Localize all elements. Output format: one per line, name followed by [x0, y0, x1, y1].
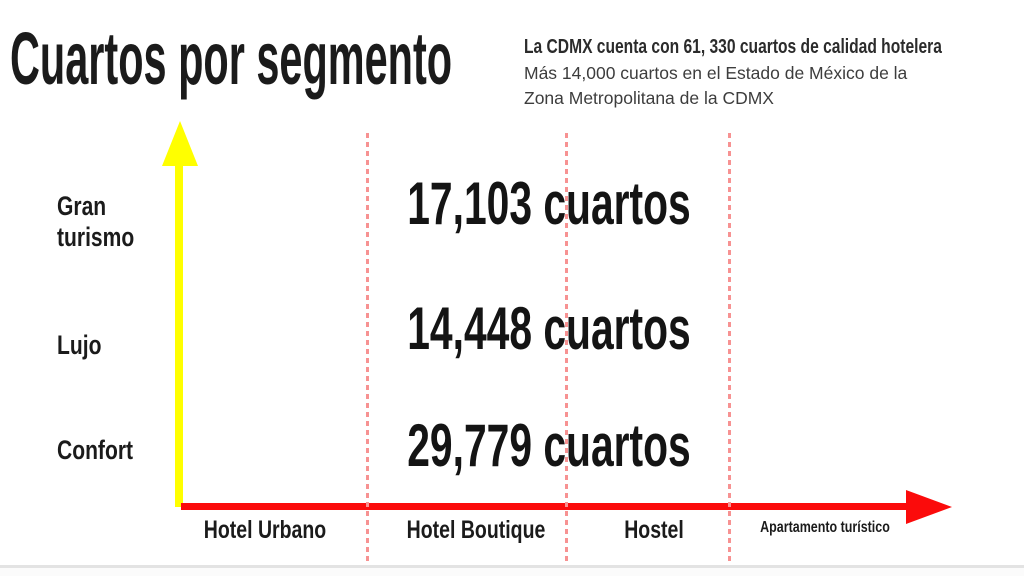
- y-label-lujo: Lujo: [57, 330, 102, 360]
- value-label-gran-turismo: 17,103 cuartos: [407, 170, 691, 237]
- x-axis-arrowhead-icon: [906, 490, 952, 524]
- y-label-gran-turismo: Gran turismo: [57, 191, 135, 252]
- slide-bottom-edge: [0, 565, 1024, 568]
- slide-title: Cuartos por segmento: [10, 17, 453, 100]
- x-label-hotel-urbano: Hotel Urbano: [203, 516, 327, 544]
- column-divider-1: [366, 133, 369, 562]
- note-line-1: La CDMX cuenta con 61, 330 cuartos de ca…: [524, 36, 942, 58]
- slide-bottom-margin: [0, 568, 1024, 576]
- x-label-hotel-boutique: Hotel Boutique: [406, 516, 546, 544]
- y-axis-line: [175, 160, 183, 507]
- column-divider-3: [728, 133, 731, 562]
- x-label-hostel: Hostel: [624, 516, 684, 544]
- x-axis-line: [181, 503, 907, 510]
- column-divider-2: [565, 133, 568, 562]
- value-label-lujo: 14,448 cuartos: [407, 295, 691, 362]
- note-line-2: Más 14,000 cuartos en el Estado de Méxic…: [524, 63, 908, 108]
- x-label-apartamento-turistico: Apartamento turístico: [760, 519, 890, 536]
- y-label-confort: Confort: [57, 435, 134, 465]
- y-axis-arrowhead-icon: [162, 121, 198, 166]
- value-label-confort: 29,779 cuartos: [407, 412, 691, 479]
